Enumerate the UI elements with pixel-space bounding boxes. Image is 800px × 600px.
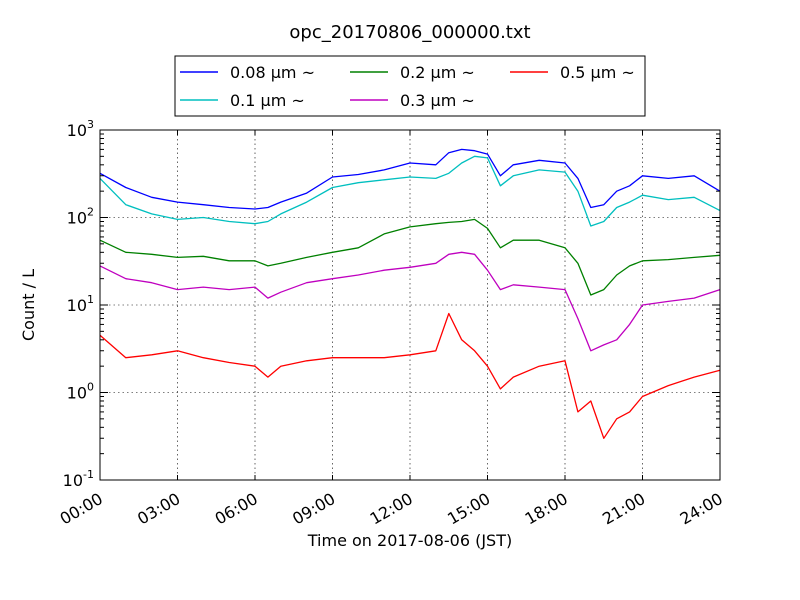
series-line-3 xyxy=(99,251,721,352)
series-line-4 xyxy=(99,312,721,439)
series-line-2 xyxy=(99,218,721,296)
legend-label: 0.5 μm ~ xyxy=(560,63,635,82)
x-axis-label: Time on 2017-08-06 (JST) xyxy=(307,531,512,550)
legend-label: 0.2 μm ~ xyxy=(400,63,475,82)
series-lines xyxy=(99,148,721,439)
chart-title: opc_20170806_000000.txt xyxy=(289,22,530,43)
y-tick-label: 100 xyxy=(67,381,94,403)
series-line-1 xyxy=(99,155,721,227)
legend-label: 0.08 μm ~ xyxy=(230,63,315,82)
y-tick-label: 102 xyxy=(67,206,94,228)
series-line-0 xyxy=(99,148,721,210)
legend-box xyxy=(174,55,646,117)
legend-label: 0.1 μm ~ xyxy=(230,91,305,110)
legend-label: 0.3 μm ~ xyxy=(400,91,475,110)
y-tick-label: 103 xyxy=(67,118,94,140)
y-tick-label: 10-1 xyxy=(63,468,94,490)
y-tick-label: 101 xyxy=(67,293,94,315)
legend: 0.08 μm ~ 0.1 μm ~ 0.2 μm ~ 0.3 μm ~ 0.5 μm … xyxy=(174,55,646,117)
y-axis-label: Count / L xyxy=(19,269,38,341)
